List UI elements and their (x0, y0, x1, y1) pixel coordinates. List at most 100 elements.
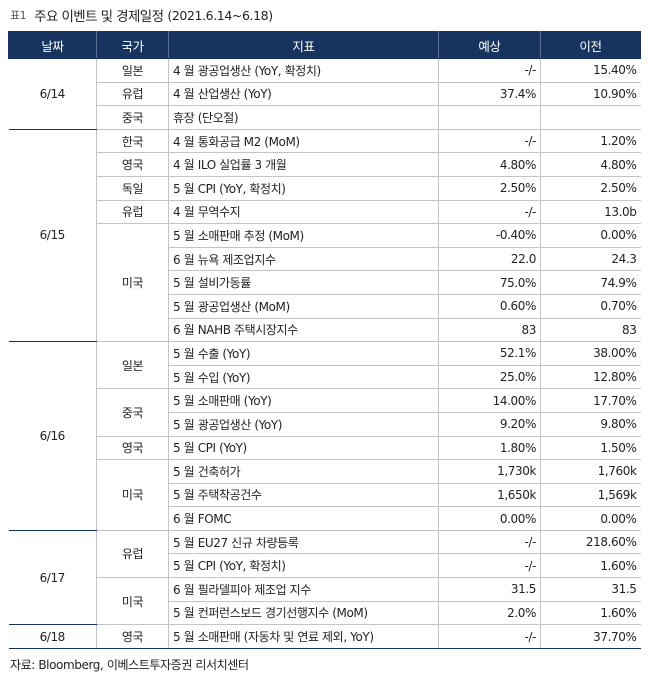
country-cell: 영국 (96, 624, 169, 649)
forecast-cell: 2.50% (438, 175, 541, 201)
header-row: 날짜 국가 지표 예상 이전 (8, 31, 641, 59)
forecast-cell: 9.20% (438, 411, 541, 437)
header-forecast: 예상 (438, 31, 541, 59)
previous-cell: 1.50% (540, 435, 641, 461)
previous-cell: 1.60% (540, 600, 641, 626)
indicator-cell: 6 월 필라델피아 제조업 지수 (168, 577, 439, 602)
previous-cell: 17.70% (540, 388, 641, 413)
country-cell: 중국 (96, 388, 169, 437)
forecast-cell: 2.0% (438, 600, 541, 626)
previous-cell: 37.70% (540, 624, 641, 649)
indicator-cell: 5 월 설비가동률 (168, 270, 439, 295)
forecast-cell: 0.00% (438, 506, 541, 531)
indicator-cell: 5 월 EU27 신규 차량등록 (168, 529, 439, 555)
previous-cell: 74.9% (540, 270, 641, 295)
table-period: (2021.6.14~6.18) (167, 7, 273, 23)
forecast-cell: 25.0% (438, 364, 541, 390)
table-row: 5 월 CPI (YoY, 확정치) -/- 1.60% (9, 553, 641, 579)
indicator-cell: 5 월 수출 (YoY) (168, 341, 439, 366)
table-row: 6/17 유럽 5 월 EU27 신규 차량등록 -/- 218.60% (8, 529, 641, 626)
date-cell: 6/16 (8, 341, 97, 531)
country-cell: 일본 (96, 341, 169, 390)
country-cell: 미국 (96, 577, 169, 626)
indicator-cell: 4 월 무역수지 (168, 199, 439, 225)
table-row: 5 월 주택착공건수 1,650k 1,569k (9, 482, 641, 508)
previous-cell: 38.00% (540, 341, 641, 366)
previous-cell (540, 105, 641, 130)
country-cell: 미국 (96, 223, 169, 343)
previous-cell: 15.40% (540, 58, 641, 83)
country-cell: 유럽 (96, 529, 169, 579)
indicator-cell: 5 월 소매판매 (YoY) (168, 388, 439, 413)
table-number-label: 표1 (10, 9, 27, 22)
table-row: 유럽 4 월 무역수지 -/- 13.0b (9, 199, 641, 225)
table-row: 5 월 광공업생산 (YoY) 9.20% 9.80% (9, 411, 641, 437)
table-row: 유럽 4 월 산업생산 (YoY) 37.4% 10.90% (9, 81, 641, 107)
table-row: 6 월 NAHB 주택시장지수 83 83 (9, 317, 641, 343)
forecast-cell: -/- (438, 58, 541, 83)
previous-cell: 10.90% (540, 81, 641, 107)
previous-cell: 9.80% (540, 411, 641, 437)
table-row: 6 월 뉴욕 제조업지수 22.0 24.3 (9, 246, 641, 272)
previous-cell: 24.3 (540, 246, 641, 272)
table-row: 영국 4 월 ILO 실업률 3 개월 4.80% 4.80% (9, 152, 641, 177)
table-row: 5 월 광공업생산 (MoM) 0.60% 0.70% (9, 293, 641, 319)
previous-cell: 218.60% (540, 529, 641, 555)
table-row: 중국 휴장 (단오절) (9, 105, 641, 130)
date-cell: 6/18 (8, 624, 97, 649)
forecast-cell: 83 (438, 317, 541, 343)
indicator-cell: 5 월 CPI (YoY, 확정치) (168, 553, 439, 579)
indicator-cell: 5 월 CPI (YoY, 확정치) (168, 175, 439, 201)
previous-cell: 0.00% (540, 223, 641, 248)
indicator-cell: 5 월 CPI (YoY) (168, 435, 439, 461)
table-row: 독일 5 월 CPI (YoY, 확정치) 2.50% 2.50% (9, 175, 641, 201)
country-cell: 유럽 (96, 199, 169, 225)
table-row: 6/18 영국 5 월 소매판매 (자동차 및 연료 제외, YoY) -/- 37.7… (8, 624, 641, 649)
header-country: 국가 (96, 31, 169, 59)
indicator-cell: 6 월 NAHB 주택시장지수 (168, 317, 439, 343)
previous-cell: 1.20% (540, 128, 641, 154)
table-row: 6/15 한국 4 월 통화공급 M2 (MoM) -/- 1.20% (8, 128, 641, 343)
previous-cell: 31.5 (540, 577, 641, 602)
country-cell: 미국 (96, 459, 169, 531)
forecast-cell: 31.5 (438, 577, 541, 602)
header-date: 날짜 (8, 31, 97, 59)
indicator-cell: 4 월 광공업생산 (YoY, 확정치) (168, 58, 439, 83)
indicator-cell: 휴장 (단오절) (168, 105, 439, 130)
previous-cell: 0.70% (540, 293, 641, 319)
indicator-cell: 5 월 광공업생산 (YoY) (168, 411, 439, 437)
forecast-cell: 1,650k (438, 482, 541, 508)
table-row: 영국 5 월 CPI (YoY) 1.80% 1.50% (9, 435, 641, 461)
table-row: 미국 5 월 건축허가 1,730k 1,760k (9, 459, 641, 531)
previous-cell: 0.00% (540, 506, 641, 531)
source-note: 자료: Bloomberg, 이베스트투자증권 리서치센터 (10, 658, 249, 672)
indicator-cell: 6 월 FOMC (168, 506, 439, 531)
forecast-cell (438, 105, 541, 130)
forecast-cell: 0.60% (438, 293, 541, 319)
previous-cell: 13.0b (540, 199, 641, 225)
header-previous: 이전 (540, 31, 641, 59)
forecast-cell: 37.4% (438, 81, 541, 107)
country-cell: 유럽 (96, 81, 169, 107)
date-cell: 6/15 (8, 128, 97, 343)
forecast-cell: 52.1% (438, 341, 541, 366)
header-indicator: 지표 (168, 31, 439, 59)
indicator-cell: 6 월 뉴욕 제조업지수 (168, 246, 439, 272)
previous-cell: 12.80% (540, 364, 641, 390)
indicator-cell: 4 월 통화공급 M2 (MoM) (168, 128, 439, 154)
forecast-cell: -/- (438, 128, 541, 154)
forecast-cell: -/- (438, 624, 541, 649)
country-cell: 영국 (96, 152, 169, 177)
forecast-cell: 75.0% (438, 270, 541, 295)
forecast-cell: -/- (438, 529, 541, 555)
previous-cell: 1,760k (540, 459, 641, 484)
indicator-cell: 5 월 광공업생산 (MoM) (168, 293, 439, 319)
previous-cell: 1,569k (540, 482, 641, 508)
table-row: 6 월 FOMC 0.00% 0.00% (9, 506, 641, 531)
forecast-cell: 1,730k (438, 459, 541, 484)
indicator-cell: 5 월 건축허가 (168, 459, 439, 484)
table-row: 6/14 일본 4 월 광공업생산 (YoY, 확정치) -/- 15.40% (8, 58, 641, 130)
table-row: 중국 5 월 소매판매 (YoY) 14.00% 17.70% (9, 388, 641, 437)
indicator-cell: 5 월 컨퍼런스보드 경기선행지수 (MoM) (168, 600, 439, 626)
country-cell: 중국 (96, 105, 169, 130)
